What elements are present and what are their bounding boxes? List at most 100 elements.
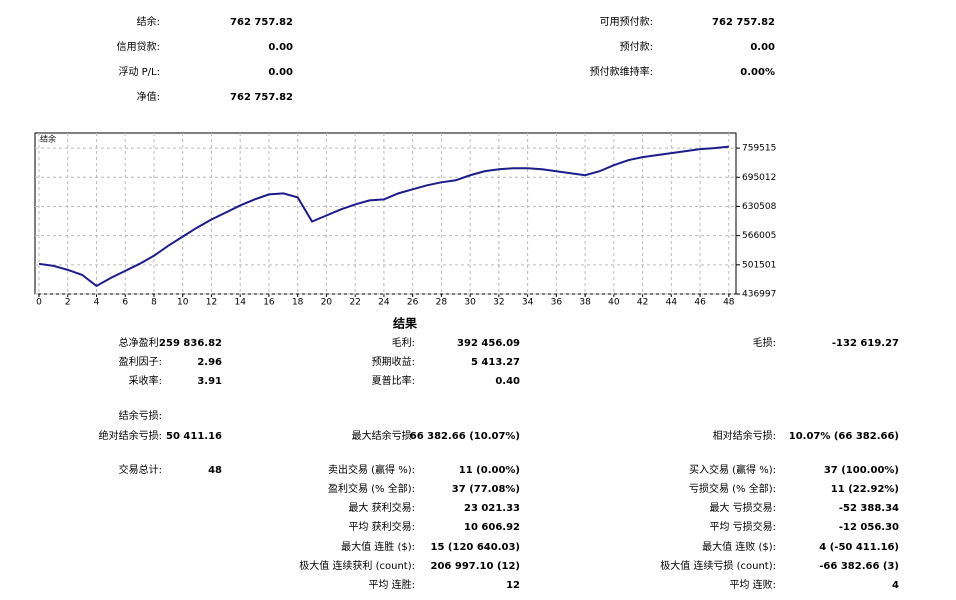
- result-value: 0.40: [495, 376, 520, 387]
- x-tick-label: 46: [694, 298, 706, 308]
- chart-frame: [34, 132, 737, 295]
- summary-label: 预付款维持率:: [590, 65, 653, 78]
- summary-value: 0.00%: [740, 67, 775, 78]
- result-label: 毛利:: [392, 337, 415, 349]
- x-tick-label: 16: [263, 298, 275, 308]
- result-label: 采收率:: [129, 374, 162, 387]
- result-label: 亏损交易 (% 全部):: [689, 482, 776, 495]
- result-label: 最大值 连败 ($):: [702, 540, 776, 553]
- result-label: 最大 获利交易:: [348, 501, 415, 514]
- summary-value: 762 757.82: [230, 17, 293, 28]
- summary-label: 浮动 P/L:: [118, 66, 160, 78]
- result-value: 10.07% (66 382.66): [789, 431, 899, 442]
- result-label: 相对结余亏损:: [713, 429, 776, 442]
- result-value: 392 456.09: [457, 338, 520, 349]
- summary-value: 762 757.82: [230, 92, 293, 103]
- y-tick-label: 630508: [742, 202, 777, 212]
- x-tick-label: 14: [234, 298, 246, 308]
- result-value: 259 836.82: [159, 338, 222, 349]
- x-tick-label: 48: [723, 298, 735, 308]
- result-value: 37 (100.00%): [824, 465, 899, 476]
- result-value: 50 411.16: [166, 431, 222, 442]
- x-tick-label: 0: [36, 298, 42, 308]
- y-tick-label: 436997: [742, 290, 776, 300]
- x-tick-label: 32: [493, 298, 504, 308]
- result-label: 最大 亏损交易:: [709, 501, 776, 514]
- chart-title: 结余: [40, 134, 56, 144]
- result-value: 12: [506, 580, 520, 591]
- result-value: -52 388.34: [839, 503, 899, 514]
- x-tick-label: 28: [436, 298, 448, 308]
- balance-line: [38, 145, 729, 288]
- result-label: 平均 获利交易:: [348, 520, 415, 533]
- result-label: 交易总计:: [119, 463, 162, 476]
- result-label: 盈利交易 (% 全部):: [328, 482, 415, 495]
- result-value: -132 619.27: [832, 338, 899, 349]
- summary-label: 信用贷款:: [117, 40, 160, 53]
- result-value: 4: [892, 580, 899, 591]
- x-tick-label: 24: [378, 298, 390, 308]
- summary-value: 0.00: [268, 42, 293, 53]
- y-tick-label: 695012: [742, 173, 776, 183]
- result-label: 卖出交易 (赢得 %):: [328, 463, 415, 476]
- result-value: 15 (120 640.03): [431, 542, 520, 553]
- x-tick-label: 20: [321, 298, 333, 308]
- result-label: 最大值 连胜 ($):: [341, 540, 415, 553]
- result-label: 预期收益:: [372, 355, 415, 368]
- summary-label: 净值:: [137, 90, 160, 103]
- x-tick-label: 10: [177, 298, 189, 308]
- x-tick-label: 18: [292, 298, 304, 308]
- summary-label: 可用预付款:: [600, 15, 653, 28]
- result-value: 37 (77.08%): [452, 484, 520, 495]
- result-value: 4 (-50 411.16): [819, 542, 899, 553]
- summary-label: 预付款:: [620, 40, 653, 53]
- result-label: 买入交易 (赢得 %):: [689, 463, 776, 476]
- x-tick-label: 34: [522, 298, 534, 308]
- x-tick-label: 30: [464, 298, 476, 308]
- result-value: 48: [208, 465, 222, 476]
- x-tick-label: 38: [579, 298, 591, 308]
- result-label: 总净盈利:: [119, 336, 162, 349]
- result-value: 5 413.27: [471, 357, 520, 368]
- result-label: 平均 亏损交易:: [709, 520, 776, 533]
- x-tick-label: 6: [122, 298, 128, 308]
- y-tick-label: 759515: [742, 144, 776, 154]
- result-value: -66 382.66 (3): [819, 561, 899, 572]
- result-value: 2.96: [197, 357, 222, 368]
- result-label: 毛损:: [753, 336, 776, 349]
- result-value: 23 021.33: [464, 503, 520, 514]
- result-label: 平均 连胜:: [368, 578, 415, 591]
- summary-label: 结余:: [137, 15, 160, 28]
- result-label: 最大结余亏损:: [352, 429, 415, 442]
- result-value: 66 382.66 (10.07%): [410, 431, 520, 442]
- x-tick-label: 22: [349, 298, 360, 308]
- x-tick-label: 2: [65, 298, 71, 308]
- x-tick-label: 26: [407, 298, 419, 308]
- result-label: 绝对结余亏损:: [99, 429, 162, 442]
- result-label: 极大值 连续获利 (count):: [299, 559, 415, 572]
- results-title: 结果: [393, 316, 417, 331]
- x-tick-label: 44: [666, 298, 678, 308]
- summary-value: 0.00: [268, 67, 293, 78]
- result-label: 盈利因子:: [119, 356, 162, 368]
- x-tick-label: 42: [637, 298, 648, 308]
- result-value: 3.91: [197, 376, 222, 387]
- result-value: 206 997.10 (12): [431, 561, 520, 572]
- result-value: 11 (0.00%): [459, 465, 520, 476]
- result-value: 11 (22.92%): [831, 484, 899, 495]
- result-value: 10 606.92: [464, 522, 520, 533]
- y-tick-label: 501501: [742, 260, 776, 270]
- x-tick-label: 8: [151, 298, 157, 308]
- result-value: -12 056.30: [839, 522, 899, 533]
- summary-value: 0.00: [750, 42, 775, 53]
- x-tick-label: 12: [206, 298, 217, 308]
- x-tick-label: 40: [608, 298, 620, 308]
- result-label: 夏普比率:: [372, 374, 415, 387]
- result-label: 平均 连败:: [729, 578, 776, 591]
- result-label: 极大值 连续亏损 (count):: [660, 559, 776, 572]
- x-tick-label: 4: [94, 298, 100, 308]
- summary-value: 762 757.82: [712, 17, 775, 28]
- result-label: 结余亏损:: [119, 409, 162, 422]
- y-tick-label: 566005: [742, 231, 776, 241]
